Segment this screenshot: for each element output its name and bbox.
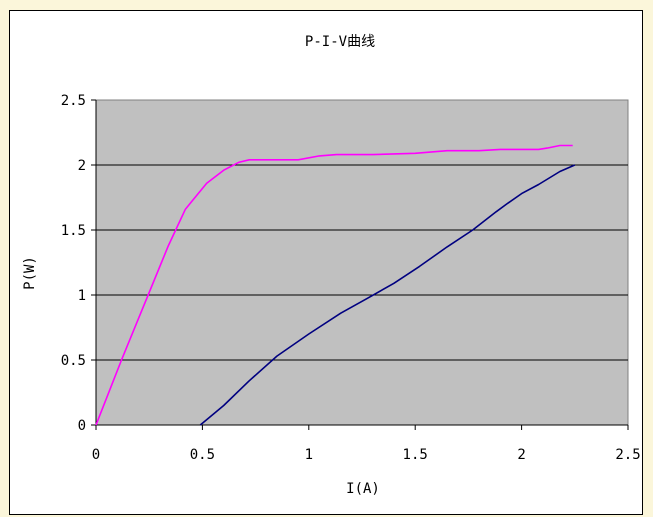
y-tick-label-0: 0 [78,418,86,434]
series-line-1 [199,164,576,426]
y-tick-label-3: 1.5 [61,223,86,239]
series-line-0 [95,144,573,426]
chart-frame: P-I-V曲线 I(A) P(W) 0 0.5 1 1.5 2 2.5 0 0.5 1 1.5 2 2… [9,10,643,515]
y-tick-label-5: 2.5 [61,93,86,109]
x-tick-label-0: 0 [92,447,100,463]
x-tick-label-3: 1.5 [403,447,428,463]
x-tick-label-2: 1 [305,447,313,463]
x-tick-label-1: 0.5 [190,447,215,463]
chart-svg: P-I-V曲线 I(A) P(W) 0 0.5 1 1.5 2 2.5 0 0.5 1 1.5 2 2… [22,34,641,497]
x-tick-label-4: 2 [517,447,525,463]
plot-area: 0 0.5 1 1.5 2 2.5 0 0.5 1 1.5 2 2.5 [61,93,641,463]
y-tick-label-2: 1 [78,288,86,304]
y-tick-label-1: 0.5 [61,353,86,369]
x-tick-label-5: 2.5 [615,447,640,463]
y-axis-label: P(W) [22,256,38,290]
x-axis-label: I(A) [346,481,380,497]
y-tick-label-4: 2 [78,158,86,174]
plot-background [95,99,629,426]
chart-title: P-I-V曲线 [305,34,375,50]
